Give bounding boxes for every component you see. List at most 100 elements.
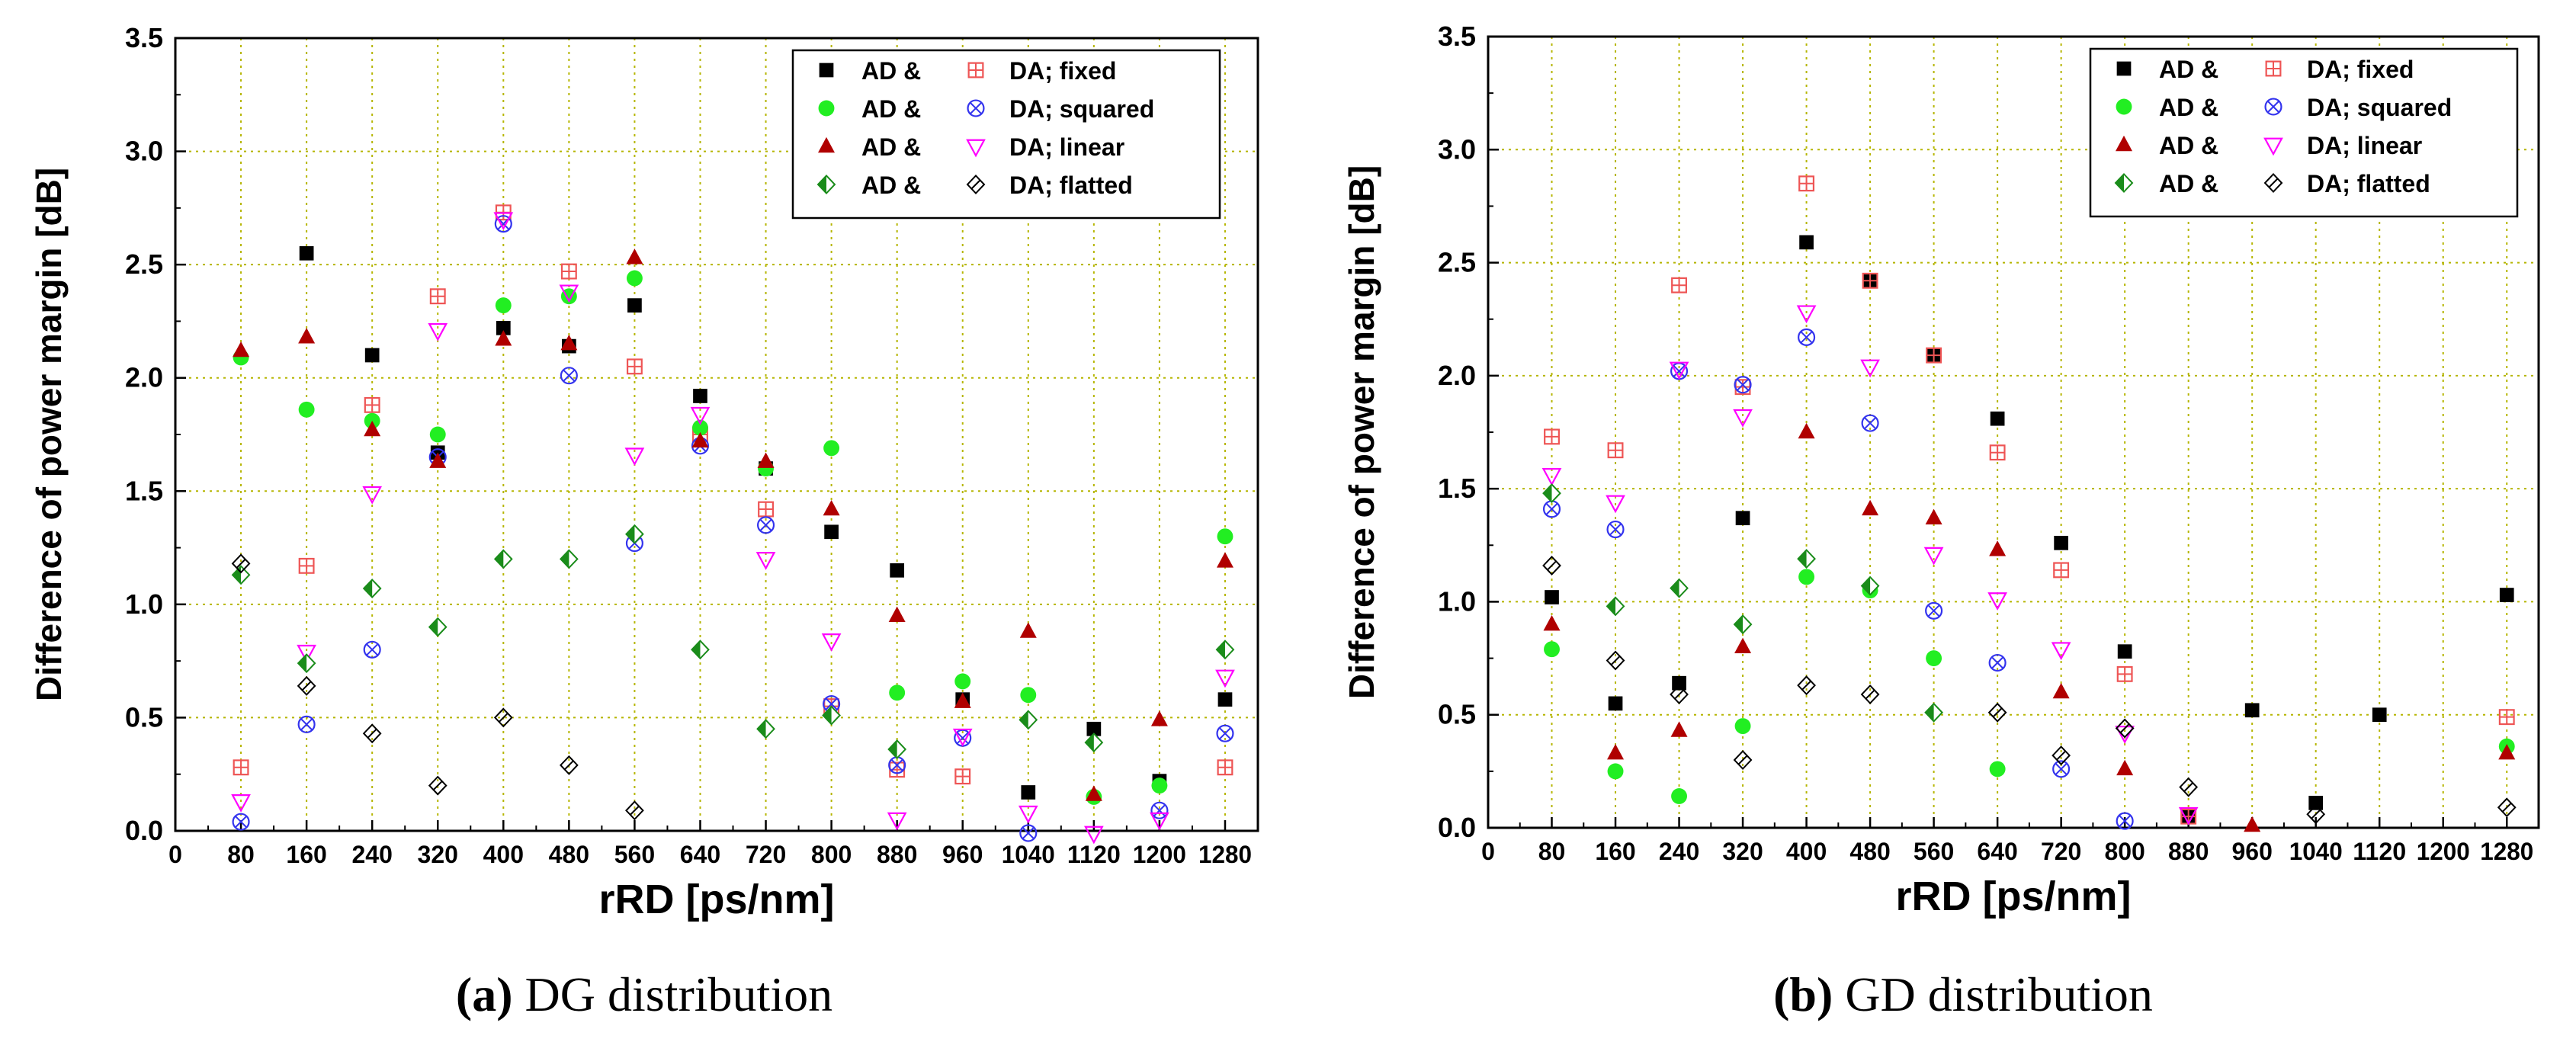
data-point-diamond-line-shape <box>559 755 579 775</box>
data-point-diamond-line-line <box>1737 755 1748 765</box>
data-point-circle <box>1151 777 1168 794</box>
legend-label: DA; squared <box>1009 95 1154 123</box>
data-point-half-diamond <box>1084 733 1104 753</box>
data-point-triangle-up <box>429 452 447 468</box>
data-point-circle <box>1671 788 1687 804</box>
data-point-diamond-line <box>2179 777 2199 797</box>
legend-marker-shape <box>818 136 835 153</box>
data-point-diamond-line-shape <box>428 775 448 796</box>
data-point-triangle-down-shape <box>1796 305 1817 324</box>
data-point-triangle-up <box>757 452 775 468</box>
data-point-square-cross-cross <box>955 769 970 784</box>
data-point-triangle-up-shape <box>2498 744 2516 760</box>
series-triangle-up <box>233 248 1233 801</box>
data-point-diamond-line-shape <box>1542 555 1561 575</box>
data-point-triangle-down <box>559 284 579 303</box>
legend-marker <box>2116 98 2132 115</box>
x-axis: 0 80 160 240 320 400 480 560 640 720 800 880 960 1040… <box>168 820 1252 868</box>
data-point-circle-cross-shape <box>494 215 512 233</box>
data-point-half-diamond-half <box>364 579 373 598</box>
legend-marker <box>2116 61 2132 76</box>
data-point-square-cross-cross <box>1862 273 1878 288</box>
data-point-triangle-down <box>1606 495 1625 514</box>
data-point-triangle-down-shape <box>1606 495 1625 514</box>
data-point-triangle-up-shape <box>1607 744 1625 760</box>
chart-panel-a: 0 80 160 240 320 400 480 560 640 720 800 880 960 1040… <box>29 22 1259 1021</box>
data-point-triangle-up-shape <box>1734 637 1752 653</box>
legend-marker-shape <box>2116 98 2132 115</box>
data-point-half-diamond <box>1215 640 1235 660</box>
data-point-square-shape <box>1086 721 1102 736</box>
data-point-square-shape <box>2372 707 2387 723</box>
data-point-diamond-line-shape <box>2179 777 2199 797</box>
data-point-triangle-down-shape <box>952 728 973 747</box>
x-tick-label: 160 <box>286 841 326 868</box>
data-point-circle-cross-cross <box>1927 604 1940 617</box>
data-point-triangle-down-shape <box>493 212 514 231</box>
data-point-triangle-up-shape <box>888 606 906 622</box>
data-point-triangle-up-shape <box>495 330 512 346</box>
data-point-circle-shape <box>298 401 315 418</box>
data-point-circle-cross <box>1150 801 1169 819</box>
chart-panel-b: 0 80 160 240 320 400 480 560 640 720 800 880 960 1040… <box>1319 0 2576 1058</box>
data-point-circle-shape <box>1671 788 1687 804</box>
data-point-circle-cross-cross <box>300 718 313 731</box>
data-point-square <box>1735 511 1750 526</box>
data-point-triangle-up-shape <box>1019 622 1037 638</box>
data-point-diamond-line-line <box>630 806 640 816</box>
data-point-square-shape <box>1990 411 2005 426</box>
data-point-square-shape <box>2117 644 2132 659</box>
data-point-square-cross <box>298 557 315 574</box>
data-point-diamond-line <box>625 800 644 821</box>
data-point-half-diamond-half <box>1543 484 1552 502</box>
data-point-half-diamond-half <box>1019 710 1028 729</box>
data-point-half-diamond <box>822 705 841 726</box>
data-point-circle-cross-cross <box>1153 804 1166 817</box>
data-point-circle-cross-shape <box>1150 801 1169 819</box>
data-point-triangle-down <box>821 633 842 652</box>
data-point-diamond-line-line <box>1801 680 1811 691</box>
data-point-square-shape <box>2244 703 2260 718</box>
data-point-half-diamond-half <box>691 640 701 659</box>
x-tick-label: 1120 <box>1067 841 1121 868</box>
data-point-circle-cross-cross <box>1800 331 1813 344</box>
data-point-circle-cross-shape <box>560 367 578 385</box>
legend-marker-shape <box>2116 135 2132 152</box>
data-point-half-diamond-half <box>888 740 897 758</box>
data-point-circle-cross-shape <box>232 813 250 831</box>
x-tick-label: 400 <box>483 841 524 868</box>
legend-label: AD & <box>861 172 921 199</box>
data-point-circle-cross <box>232 813 250 831</box>
legend-marker <box>818 136 835 153</box>
data-point-diamond-line <box>1987 702 2007 723</box>
data-point-square <box>2117 644 2132 659</box>
data-point-diamond-line-shape <box>1987 702 2007 723</box>
data-point-triangle-down <box>1541 467 1562 486</box>
data-point-triangle-down-shape <box>362 486 383 505</box>
data-point-circle-shape <box>1989 761 2006 777</box>
data-point-circle-cross-cross <box>956 732 969 745</box>
data-point-circle-shape <box>1734 718 1751 734</box>
data-point-half-diamond-half <box>1925 704 1934 722</box>
data-point-circle <box>626 270 643 287</box>
data-point-diamond-line-shape <box>297 675 316 696</box>
data-point-triangle-down-shape <box>231 794 251 813</box>
data-point-circle-shape <box>692 419 708 436</box>
data-point-square <box>1545 590 1559 604</box>
data-point-triangle-down-shape <box>1669 361 1689 380</box>
y-tick-label: 2.0 <box>1438 360 1476 391</box>
data-point-triangle-down <box>755 552 776 570</box>
x-tick-label: 240 <box>1659 838 1699 865</box>
caption-a-label: (a) <box>455 967 513 1021</box>
x-axis: 0 80 160 240 320 400 480 560 640 720 800 880 960 1040… <box>1481 817 2533 865</box>
data-point-half-diamond <box>887 739 907 760</box>
data-point-square-cross <box>1798 175 1815 192</box>
data-point-half-diamond <box>1733 614 1753 635</box>
x-tick-label: 880 <box>2168 838 2209 865</box>
data-point-triangle-down-shape <box>624 447 645 466</box>
data-point-circle-cross <box>1988 653 2007 672</box>
data-point-half-diamond-half <box>495 550 504 568</box>
data-point-triangle-up <box>1150 710 1168 726</box>
data-point-triangle-down-shape <box>1860 359 1880 378</box>
data-point-diamond-line <box>231 553 251 574</box>
